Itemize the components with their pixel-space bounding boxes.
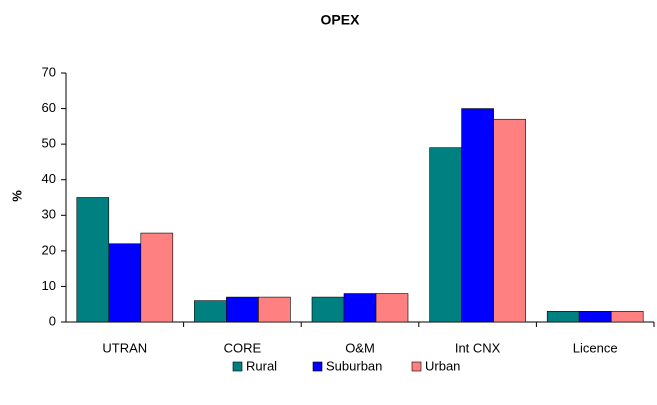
y-tick-label: 70 <box>42 64 56 79</box>
y-tick-label: 20 <box>42 242 56 257</box>
y-tick-label: 60 <box>42 100 56 115</box>
x-tick-label: CORE <box>224 340 262 355</box>
legend-label: Urban <box>425 358 460 373</box>
x-tick-label: UTRAN <box>102 340 147 355</box>
y-axis-label: % <box>9 190 24 202</box>
y-tick-label: 30 <box>42 207 56 222</box>
bar <box>375 293 409 323</box>
x-tick-label: Int CNX <box>455 340 501 355</box>
y-tick-label: 10 <box>42 278 56 293</box>
bar <box>226 296 259 323</box>
bar <box>258 296 291 323</box>
legend-swatch <box>232 361 243 372</box>
bar <box>343 293 377 323</box>
bar <box>546 311 580 323</box>
x-tick-label: Licence <box>573 340 618 355</box>
bar <box>461 108 494 323</box>
bar <box>610 311 644 323</box>
bar <box>108 243 142 323</box>
bar <box>194 300 227 323</box>
bar <box>429 147 462 323</box>
legend-swatch <box>312 361 323 372</box>
bar <box>311 296 345 323</box>
bar <box>493 118 526 323</box>
y-tick-label: 40 <box>42 171 56 186</box>
chart-title: OPEX <box>321 12 361 28</box>
legend-label: Rural <box>246 358 277 373</box>
bar <box>140 232 174 323</box>
x-tick-label: O&M <box>345 340 375 355</box>
legend-swatch <box>411 361 422 372</box>
bar <box>578 311 612 323</box>
legend-label: Suburban <box>326 358 382 373</box>
y-tick-label: 50 <box>42 136 56 151</box>
y-tick-label: 0 <box>49 313 56 328</box>
bar <box>76 197 110 323</box>
